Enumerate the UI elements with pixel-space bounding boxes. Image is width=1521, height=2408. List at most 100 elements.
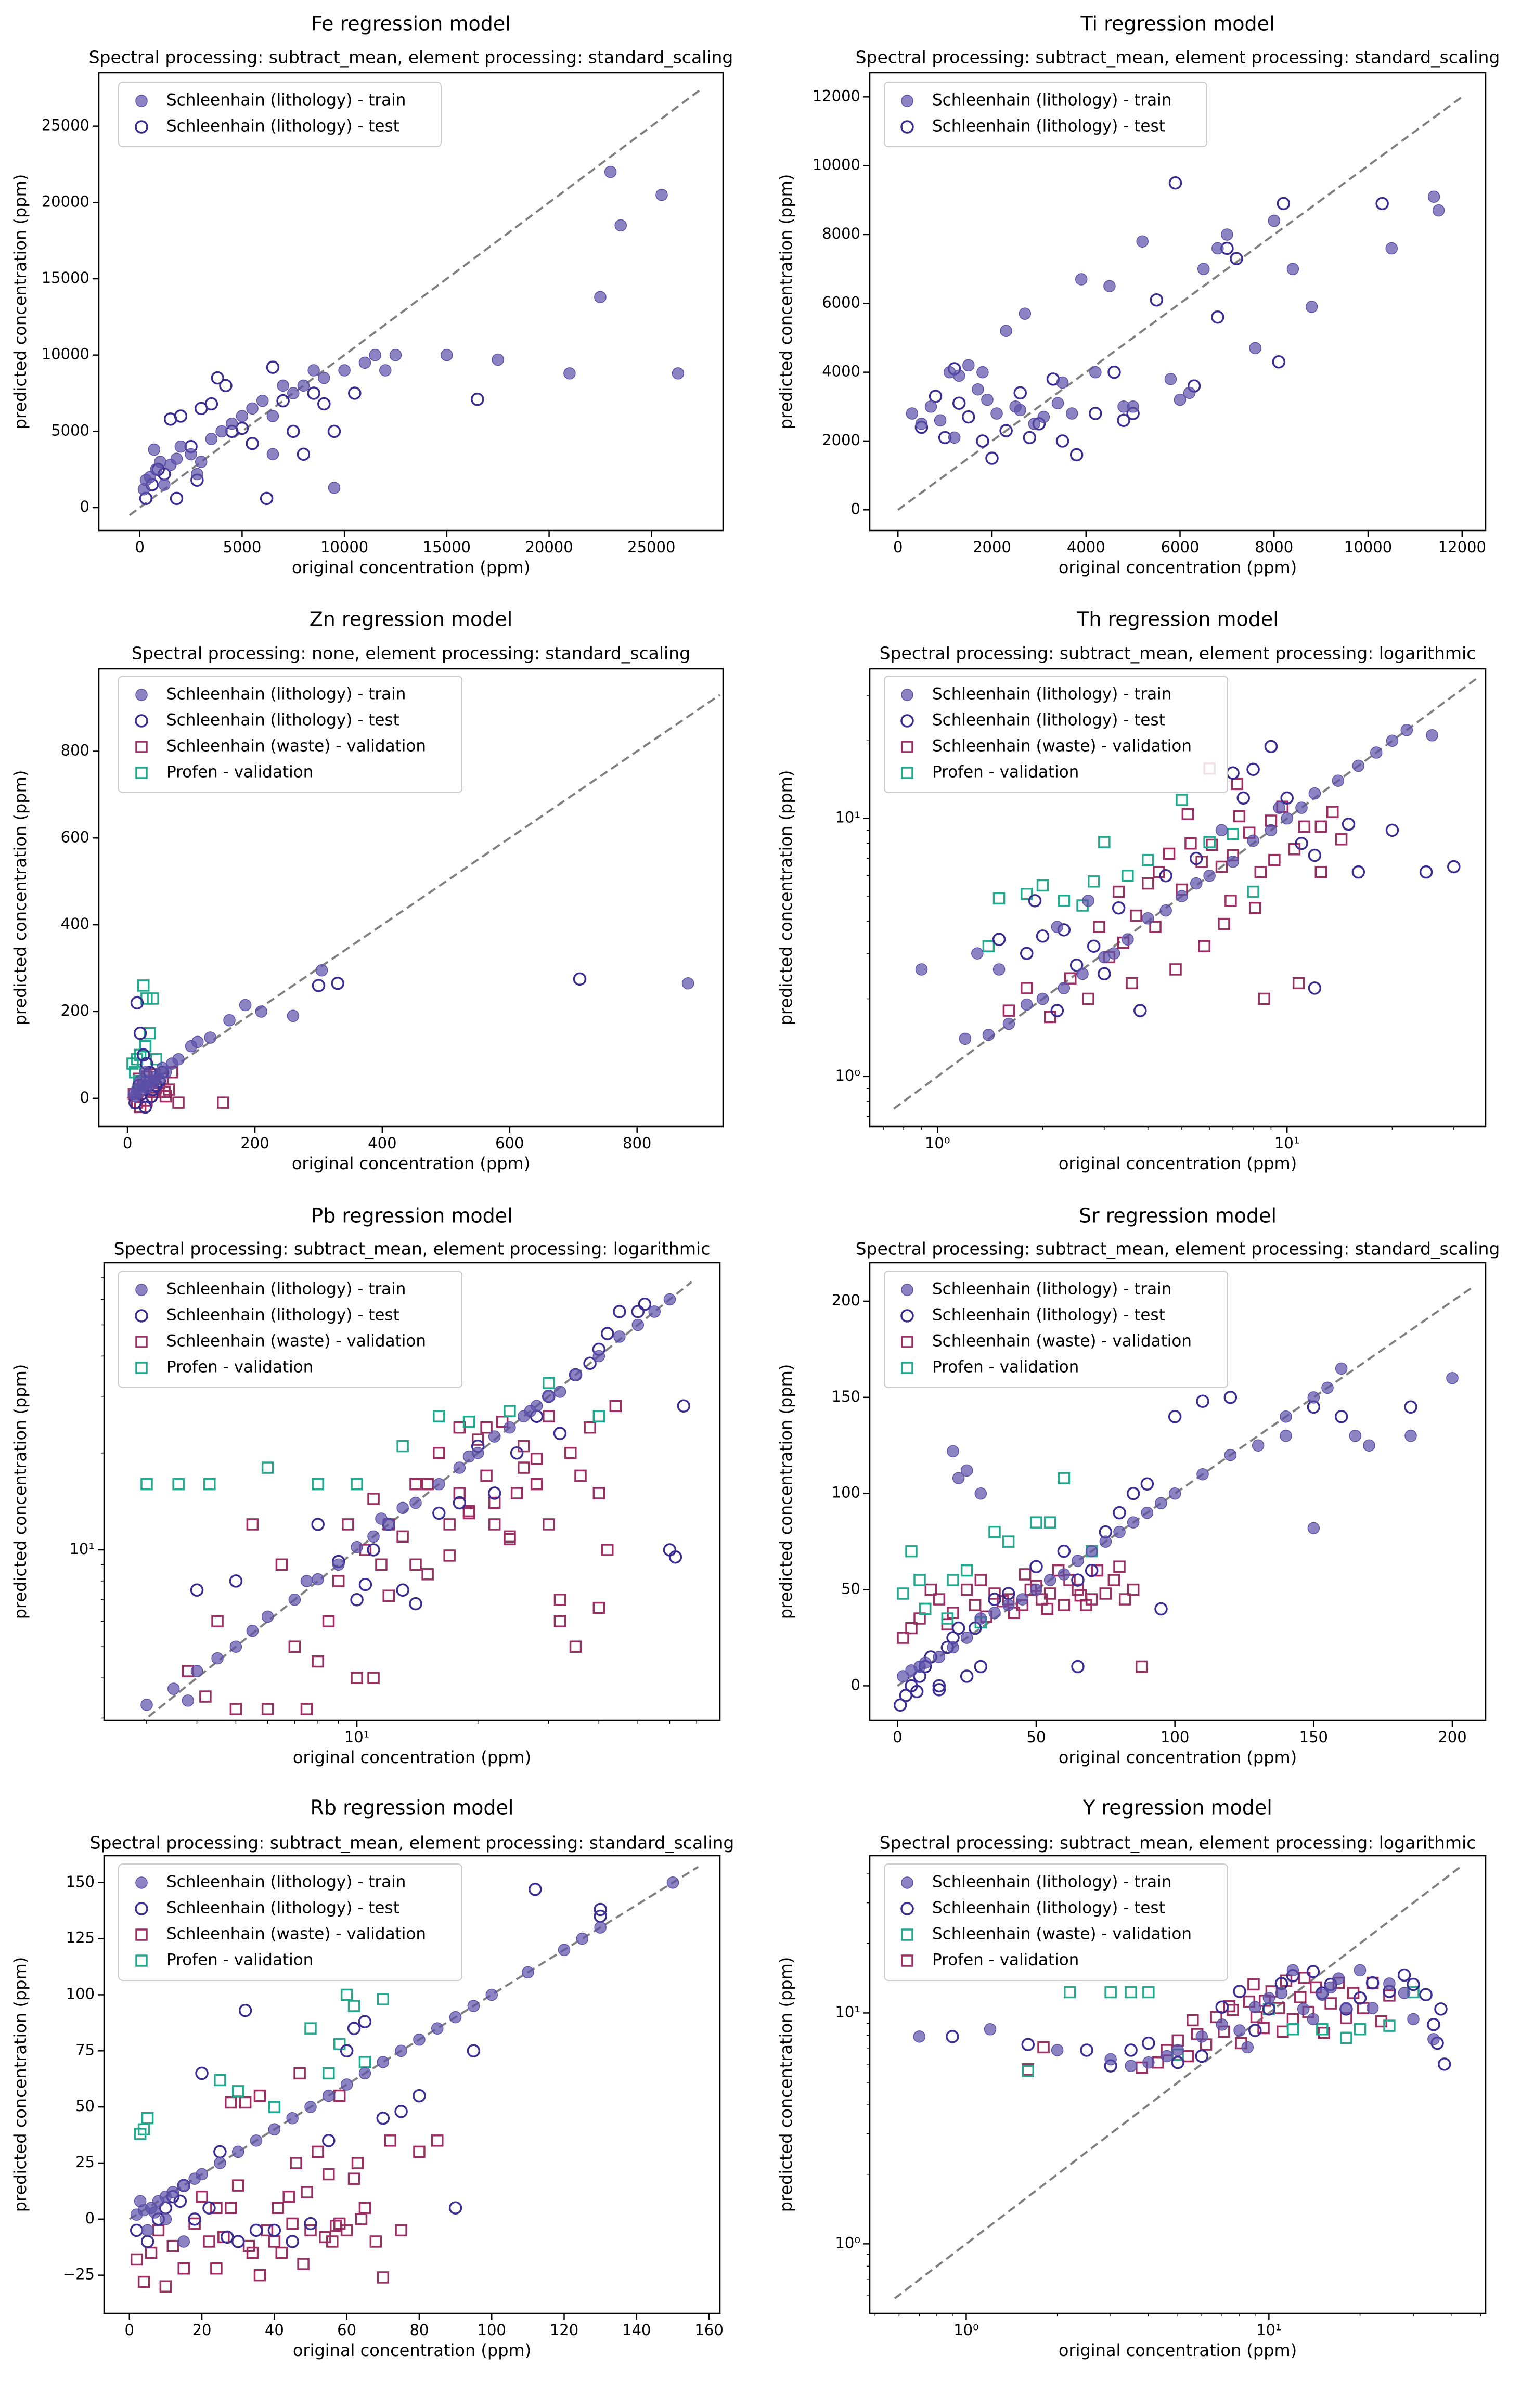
pb-point-test xyxy=(613,1305,626,1318)
rb-point-profen xyxy=(323,2067,335,2080)
fe-point-test xyxy=(471,392,484,406)
pb-point-waste xyxy=(199,1690,212,1703)
zn-xtick-label: 200 xyxy=(240,1134,269,1152)
zn-legend-marker xyxy=(135,714,148,728)
rb-subtitle: Spectral processing: subtract_mean, elem… xyxy=(90,1833,734,1853)
rb-ytick-label: 125 xyxy=(66,1929,95,1947)
fe-xtick-label: 20000 xyxy=(525,538,573,556)
sr-point-profen xyxy=(988,1525,1001,1538)
ti-point-test xyxy=(1150,293,1164,307)
sr-point-waste xyxy=(1113,1560,1126,1573)
sr-point-profen xyxy=(897,1587,909,1600)
th-point-profen xyxy=(1122,869,1134,882)
y-xtick-label: 10¹ xyxy=(1256,2321,1282,2339)
rb-point-test xyxy=(249,2223,263,2237)
th-point-test xyxy=(992,933,1006,946)
rb-point-train xyxy=(177,2235,190,2248)
fe-point-test xyxy=(307,386,320,400)
y-point-waste xyxy=(1318,2026,1330,2039)
rb-point-waste xyxy=(297,2258,310,2270)
sr-point-test xyxy=(1196,1394,1209,1408)
sr-point-test xyxy=(1071,1573,1085,1587)
th-series-test xyxy=(992,740,1461,1017)
sr-point-train xyxy=(1196,1468,1209,1481)
rb-point-test xyxy=(202,2201,216,2215)
rb-point-waste xyxy=(333,2217,346,2230)
fe-title: Fe regression model xyxy=(311,12,511,35)
fe-legend-marker xyxy=(135,95,148,107)
sr-x-axis-label: original concentration (ppm) xyxy=(1059,1747,1297,1767)
zn-point-profen xyxy=(147,992,159,1005)
rb-point-waste xyxy=(312,2145,324,2158)
sr-point-test xyxy=(1029,1560,1043,1573)
y-point-test xyxy=(1248,2024,1262,2037)
rb-point-train xyxy=(148,2206,161,2219)
y-chart: Y regression model Spectral processing: s… xyxy=(776,1796,1487,2360)
rb-xtick-label: 80 xyxy=(409,2321,429,2339)
y-point-train xyxy=(1248,2001,1261,2013)
pb-point-test xyxy=(432,1506,446,1520)
rb-point-waste xyxy=(351,2157,364,2169)
ti-point-test xyxy=(1375,197,1389,211)
rb-legend-label: Schleenhain (waste) - validation xyxy=(166,1925,426,1944)
pb-point-test xyxy=(350,1593,364,1607)
th-point-train xyxy=(982,1029,995,1041)
ti-point-train xyxy=(1305,301,1318,313)
zn-point-waste xyxy=(217,1096,229,1109)
th-point-train xyxy=(1190,877,1203,890)
ti-point-train xyxy=(1051,397,1064,409)
pb-point-waste xyxy=(564,1446,577,1459)
fe-point-train xyxy=(563,367,576,380)
y-legend-marker xyxy=(901,1954,913,1967)
pb-y-axis-label: predicted concentration (ppm) xyxy=(10,1364,30,1620)
y-point-train xyxy=(1161,2050,1173,2063)
y-legend: Schleenhain (lithology) - train Schleenha… xyxy=(884,1863,1228,1981)
pb-point-test xyxy=(668,1550,682,1564)
y-identity-line xyxy=(894,1866,1462,2299)
y-point-train xyxy=(1316,1988,1329,2001)
pb-point-train xyxy=(312,1573,324,1586)
pb-point-train xyxy=(433,1478,445,1491)
th-point-test xyxy=(1020,947,1034,960)
pb-point-train xyxy=(462,1450,475,1463)
ti-legend: Schleenhain (lithology) - train Schleenha… xyxy=(884,82,1207,147)
ti-xtick-label: 6000 xyxy=(1161,538,1200,556)
fe-point-train xyxy=(328,482,341,494)
rb-point-test xyxy=(448,2201,462,2215)
ti-point-test xyxy=(1089,407,1102,420)
th-point-test xyxy=(1295,837,1308,850)
sr-point-waste xyxy=(1118,1593,1131,1606)
y-point-train xyxy=(1340,2002,1352,2014)
zn-ytick-label: 800 xyxy=(61,741,89,759)
sr-point-waste xyxy=(988,1587,1001,1600)
pb-point-train xyxy=(190,1665,203,1677)
ti-point-train xyxy=(1286,263,1299,275)
ti-point-train xyxy=(1183,386,1196,399)
th-legend-box xyxy=(884,676,1228,793)
rb-point-train xyxy=(134,2195,147,2208)
pb-point-profen xyxy=(172,1478,185,1491)
rb-legend-label: Profen - validation xyxy=(166,1951,313,1970)
pb-point-profen xyxy=(543,1377,555,1389)
zn-ytick-label: 0 xyxy=(80,1089,89,1106)
sr-axes-frame xyxy=(869,1262,1487,1721)
th-point-test xyxy=(1280,791,1294,805)
th-point-waste xyxy=(1298,820,1311,833)
sr-ytick-label: 150 xyxy=(832,1388,860,1405)
rb-point-train xyxy=(231,2145,244,2158)
pb-point-test xyxy=(487,1486,501,1500)
pb-point-waste xyxy=(322,1615,335,1627)
fe-point-train xyxy=(655,188,668,201)
th-point-test xyxy=(1189,851,1203,865)
th-point-test xyxy=(1342,817,1356,831)
sr-point-waste xyxy=(1091,1564,1104,1577)
rb-legend-marker xyxy=(135,1954,148,1967)
zn-point-test xyxy=(331,976,344,990)
sr-point-test xyxy=(988,1593,1001,1606)
th-point-train xyxy=(1332,774,1345,787)
pb-point-train xyxy=(592,1350,605,1363)
sr-point-test xyxy=(1404,1400,1417,1414)
pb-point-train xyxy=(613,1330,626,1343)
sr-point-test xyxy=(1126,1486,1140,1500)
fe-point-train xyxy=(225,417,238,430)
